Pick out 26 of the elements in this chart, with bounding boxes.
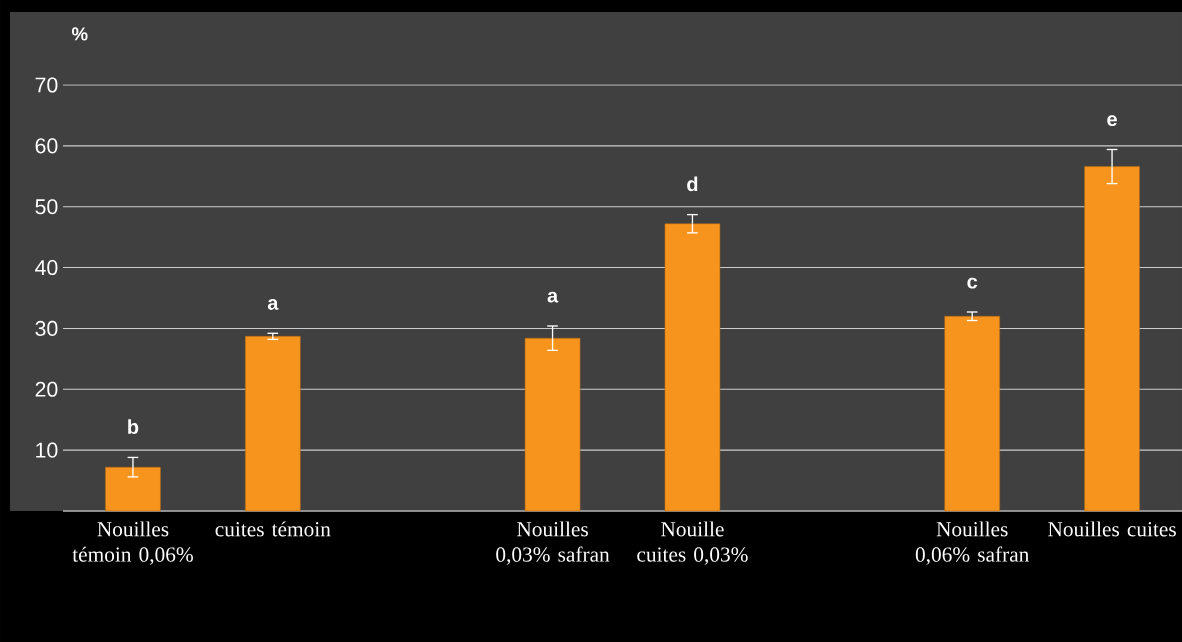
bar (664, 223, 721, 512)
bar (524, 337, 581, 512)
annotation: d (687, 176, 698, 192)
x-tick-label: Nouilles cuites (1048, 521, 1176, 537)
y-tick-label: 50 (35, 199, 58, 215)
bar (944, 315, 1000, 512)
y-axis-title: % (71, 27, 88, 41)
annotation: e (1107, 115, 1117, 127)
x-tick-label: Nouilles 0,06% safran (915, 521, 1030, 565)
y-tick-label: 60 (35, 138, 58, 154)
annotation: c (967, 277, 978, 289)
annotation: b (128, 419, 139, 435)
y-tick-label: 40 (35, 260, 58, 276)
bar (245, 336, 301, 512)
bar (1084, 166, 1140, 512)
bar (105, 466, 161, 512)
y-tick-label: 10 (36, 442, 58, 458)
y-tick-label: 70 (35, 77, 58, 93)
y-tick-label: 30 (35, 320, 58, 336)
annotation: a (267, 298, 279, 310)
x-tick-label: cuites témoin (215, 521, 331, 537)
annotation: a (547, 291, 559, 303)
y-tick-label: 20 (35, 381, 58, 397)
x-tick-label: Nouilles témoin 0,06% (72, 521, 193, 565)
x-tick-label: Nouilles 0,03% safran (496, 521, 610, 565)
x-tick-label: Nouille cuites 0,03% (637, 521, 748, 565)
